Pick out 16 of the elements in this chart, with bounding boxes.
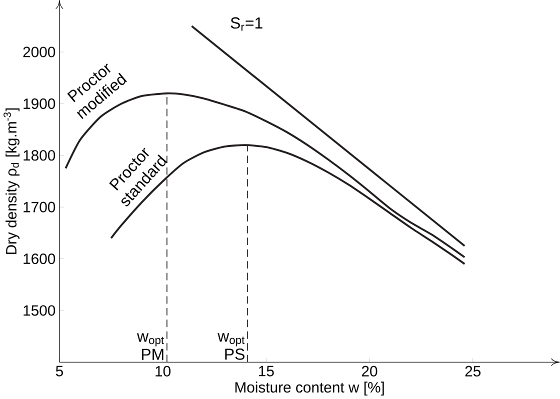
y-tick-label: 1800 xyxy=(24,150,56,161)
y-tick-label: 2000 xyxy=(23,46,56,58)
x-tick-label: 15 xyxy=(259,366,274,376)
x-axis-title: Moisture content w [%] xyxy=(235,382,384,396)
x-tick-label: 5 xyxy=(56,366,63,376)
annotation: w$_{opt}$ PS xyxy=(218,333,245,360)
annotation: w$_{opt}$ PM xyxy=(136,333,164,360)
y-tick-label: 1700 xyxy=(24,202,56,212)
y-tick-label: 1500 xyxy=(24,305,56,316)
x-tick-label: 20 xyxy=(362,366,378,376)
x-tick-label: 25 xyxy=(465,366,481,376)
x-tick-label: 10 xyxy=(156,366,171,376)
y-axis-title: Dry density ρ$_{d}$ [kg.m$^{-3}$] xyxy=(4,108,20,254)
y-tick-label: 1900 xyxy=(24,98,56,109)
y-tick-label: 1600 xyxy=(24,253,56,264)
series-label: S$_{r}$=1 xyxy=(230,17,262,31)
